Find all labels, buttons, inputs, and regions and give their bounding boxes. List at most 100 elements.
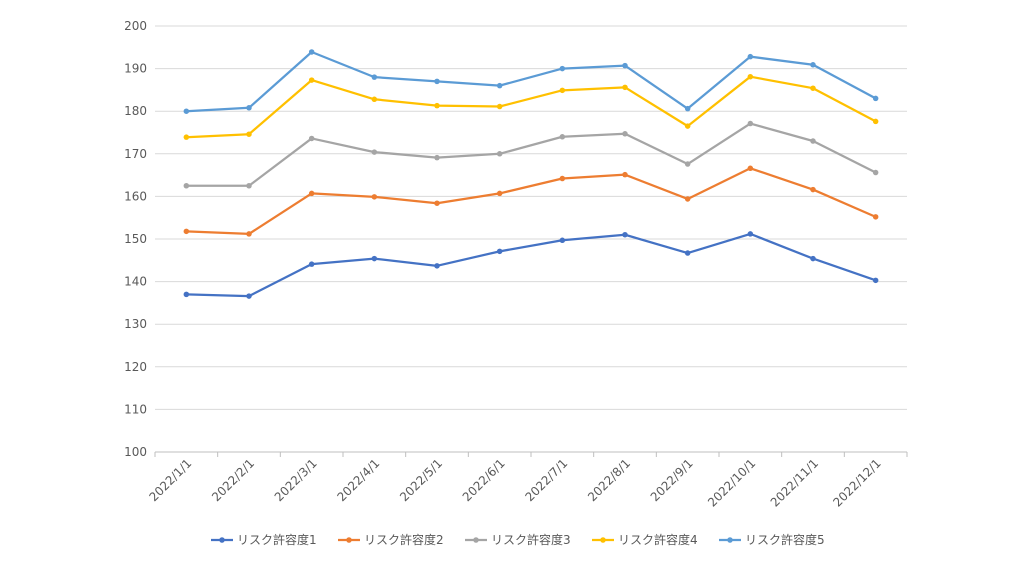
data-point	[371, 96, 378, 103]
data-point	[559, 237, 566, 244]
data-point	[434, 154, 440, 161]
data-point	[183, 183, 190, 189]
legend-swatch-marker	[727, 537, 733, 543]
data-point	[810, 138, 816, 144]
data-point	[496, 103, 503, 110]
x-tick-label: 2022/5/1	[397, 456, 445, 504]
legend-label: リスク許容度3	[491, 532, 571, 547]
x-tick-label: 2022/3/1	[272, 456, 320, 504]
data-point	[371, 74, 378, 80]
series-3	[183, 120, 879, 189]
x-tick-label: 2022/1/1	[146, 456, 194, 504]
data-point	[308, 190, 315, 197]
x-tick-label: 2022/4/1	[334, 456, 382, 504]
x-tick-label: 2022/11/1	[768, 456, 821, 509]
x-tick-label: 2022/2/1	[209, 456, 257, 504]
legend-swatch-marker	[346, 537, 352, 543]
data-point	[747, 120, 754, 127]
data-point	[496, 248, 503, 255]
legend-label: リスク許容度4	[618, 532, 698, 547]
data-point	[872, 95, 879, 102]
y-axis-tick-labels: 100 110 120 130 140 150 160 170 180 190 200	[124, 19, 147, 459]
series-lines	[183, 49, 879, 299]
data-point	[496, 190, 503, 197]
y-tick-label: 190	[124, 62, 147, 76]
series-5	[183, 49, 879, 114]
series-4	[183, 73, 879, 140]
x-tick-label: 2022/8/1	[585, 456, 633, 504]
legend-item: リスク許容度5	[719, 532, 825, 547]
y-tick-label: 180	[124, 104, 147, 118]
data-point	[810, 186, 816, 193]
gridlines	[155, 25, 907, 410]
data-point	[246, 183, 252, 189]
data-point	[872, 277, 879, 284]
data-point	[559, 175, 566, 182]
y-tick-label: 160	[124, 189, 147, 203]
x-axis-tick-labels: 2022/1/1 2022/2/1 2022/3/1 2022/4/1 2022/5/1…	[146, 456, 883, 509]
data-point	[622, 171, 628, 178]
data-point	[246, 105, 252, 111]
data-point	[371, 149, 378, 155]
data-point	[434, 102, 440, 109]
legend-item: リスク許容度1	[211, 532, 317, 547]
series-line	[185, 232, 877, 298]
data-point	[684, 105, 691, 112]
series-line	[185, 75, 877, 139]
data-point	[308, 77, 315, 83]
data-point	[684, 123, 691, 129]
data-point	[183, 291, 190, 298]
data-point	[496, 82, 503, 89]
y-tick-label: 100	[124, 445, 147, 459]
data-point	[747, 73, 754, 80]
legend-item: リスク許容度4	[592, 532, 698, 547]
data-point	[183, 134, 190, 140]
data-point	[810, 62, 816, 68]
data-point	[747, 231, 754, 237]
y-tick-label: 140	[124, 275, 147, 289]
data-point	[496, 151, 503, 157]
series-2	[183, 165, 879, 237]
data-point	[872, 169, 879, 176]
data-point	[747, 165, 754, 172]
legend-item: リスク許容度2	[338, 532, 444, 547]
data-point	[559, 87, 566, 94]
data-point	[308, 49, 315, 55]
data-point	[684, 196, 691, 202]
data-point	[684, 250, 691, 256]
data-point	[622, 231, 628, 238]
data-point	[246, 231, 252, 237]
data-point	[434, 200, 440, 206]
data-point	[308, 135, 315, 142]
series-line	[185, 122, 877, 187]
y-tick-label: 130	[124, 317, 147, 331]
series-1	[183, 231, 879, 299]
data-point	[810, 255, 816, 262]
series-line	[185, 50, 877, 113]
x-tick-label: 2022/12/1	[830, 456, 883, 509]
data-point	[872, 118, 879, 125]
legend: リスク許容度1 リスク許容度2 リスク許容度3 リスク許容度4 リスク許容度5	[211, 532, 825, 547]
data-point	[371, 255, 378, 262]
y-tick-label: 200	[124, 19, 147, 33]
legend-label: リスク許容度1	[237, 532, 317, 547]
legend-swatch-marker	[473, 537, 479, 543]
data-point	[183, 108, 190, 114]
data-point	[434, 263, 440, 269]
data-point	[434, 78, 440, 85]
y-tick-label: 120	[124, 360, 147, 374]
data-point	[559, 65, 566, 72]
legend-label: リスク許容度2	[364, 532, 444, 547]
series-line	[185, 167, 877, 236]
data-point	[622, 84, 628, 91]
x-tick-label: 2022/6/1	[460, 456, 508, 504]
data-point	[246, 131, 252, 137]
data-point	[684, 161, 691, 167]
legend-item: リスク許容度3	[465, 532, 571, 547]
legend-label: リスク許容度5	[745, 532, 825, 547]
x-tick-label: 2022/9/1	[648, 456, 696, 504]
data-point	[371, 194, 378, 200]
y-tick-label: 110	[124, 402, 147, 416]
x-tick-label: 2022/7/1	[522, 456, 570, 504]
